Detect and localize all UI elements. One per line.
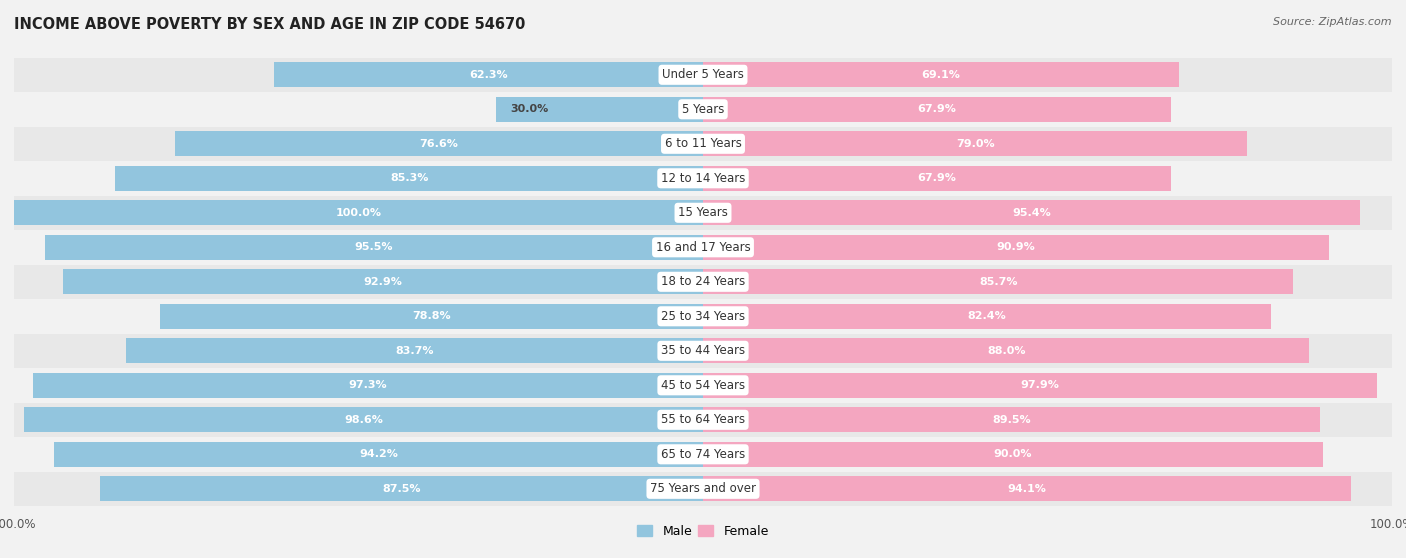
- Text: 30.0%: 30.0%: [510, 104, 548, 114]
- Text: Source: ZipAtlas.com: Source: ZipAtlas.com: [1274, 17, 1392, 27]
- Text: INCOME ABOVE POVERTY BY SEX AND AGE IN ZIP CODE 54670: INCOME ABOVE POVERTY BY SEX AND AGE IN Z…: [14, 17, 526, 32]
- Text: 35 to 44 Years: 35 to 44 Years: [661, 344, 745, 357]
- FancyBboxPatch shape: [14, 437, 1392, 472]
- Text: Under 5 Years: Under 5 Years: [662, 68, 744, 81]
- Bar: [703, 407, 1320, 432]
- Text: 67.9%: 67.9%: [918, 174, 956, 183]
- Text: 100.0%: 100.0%: [336, 208, 381, 218]
- Text: 67.9%: 67.9%: [918, 104, 956, 114]
- Bar: [703, 235, 1329, 259]
- Text: 78.8%: 78.8%: [412, 311, 451, 321]
- Text: 76.6%: 76.6%: [420, 139, 458, 149]
- Text: 89.5%: 89.5%: [993, 415, 1031, 425]
- FancyBboxPatch shape: [14, 472, 1392, 506]
- FancyBboxPatch shape: [14, 334, 1392, 368]
- FancyBboxPatch shape: [14, 195, 1392, 230]
- Text: 94.1%: 94.1%: [1008, 484, 1046, 494]
- Text: 25 to 34 Years: 25 to 34 Years: [661, 310, 745, 323]
- Text: 88.0%: 88.0%: [987, 346, 1025, 356]
- Text: 97.9%: 97.9%: [1021, 381, 1060, 390]
- Bar: [63, 270, 703, 294]
- Bar: [703, 477, 1351, 501]
- FancyBboxPatch shape: [14, 57, 1392, 92]
- Legend: Male, Female: Male, Female: [637, 525, 769, 538]
- Text: 45 to 54 Years: 45 to 54 Years: [661, 379, 745, 392]
- Text: 16 and 17 Years: 16 and 17 Years: [655, 241, 751, 254]
- Text: 69.1%: 69.1%: [921, 70, 960, 80]
- Bar: [115, 166, 703, 191]
- Bar: [45, 235, 703, 259]
- Text: 94.2%: 94.2%: [359, 449, 398, 459]
- Text: 90.0%: 90.0%: [994, 449, 1032, 459]
- Text: 12 to 14 Years: 12 to 14 Years: [661, 172, 745, 185]
- Bar: [274, 62, 703, 87]
- Bar: [703, 338, 1309, 363]
- Bar: [703, 62, 1180, 87]
- FancyBboxPatch shape: [14, 230, 1392, 264]
- Text: 95.4%: 95.4%: [1012, 208, 1052, 218]
- Bar: [496, 97, 703, 122]
- Bar: [703, 304, 1271, 329]
- FancyBboxPatch shape: [14, 161, 1392, 195]
- Bar: [14, 200, 703, 225]
- Text: 83.7%: 83.7%: [395, 346, 434, 356]
- Bar: [703, 270, 1294, 294]
- Bar: [703, 131, 1247, 156]
- Text: 82.4%: 82.4%: [967, 311, 1007, 321]
- Text: 90.9%: 90.9%: [997, 242, 1035, 252]
- Text: 87.5%: 87.5%: [382, 484, 420, 494]
- Bar: [24, 407, 703, 432]
- Text: 97.3%: 97.3%: [349, 381, 387, 390]
- Text: 55 to 64 Years: 55 to 64 Years: [661, 413, 745, 426]
- Text: 98.6%: 98.6%: [344, 415, 382, 425]
- Bar: [127, 338, 703, 363]
- Text: 6 to 11 Years: 6 to 11 Years: [665, 137, 741, 150]
- Bar: [100, 477, 703, 501]
- Bar: [53, 442, 703, 466]
- FancyBboxPatch shape: [14, 127, 1392, 161]
- FancyBboxPatch shape: [14, 92, 1392, 127]
- FancyBboxPatch shape: [14, 264, 1392, 299]
- Bar: [703, 200, 1360, 225]
- Bar: [703, 442, 1323, 466]
- Bar: [703, 166, 1171, 191]
- FancyBboxPatch shape: [14, 299, 1392, 334]
- Bar: [176, 131, 703, 156]
- Bar: [703, 97, 1171, 122]
- Text: 62.3%: 62.3%: [470, 70, 508, 80]
- Text: 5 Years: 5 Years: [682, 103, 724, 116]
- FancyBboxPatch shape: [14, 402, 1392, 437]
- Text: 18 to 24 Years: 18 to 24 Years: [661, 275, 745, 288]
- Text: 85.7%: 85.7%: [979, 277, 1018, 287]
- Text: 65 to 74 Years: 65 to 74 Years: [661, 448, 745, 461]
- Bar: [32, 373, 703, 398]
- Text: 15 Years: 15 Years: [678, 206, 728, 219]
- Text: 92.9%: 92.9%: [364, 277, 402, 287]
- Text: 75 Years and over: 75 Years and over: [650, 482, 756, 496]
- Bar: [703, 373, 1378, 398]
- Bar: [160, 304, 703, 329]
- Text: 79.0%: 79.0%: [956, 139, 994, 149]
- FancyBboxPatch shape: [14, 368, 1392, 402]
- Text: 85.3%: 85.3%: [389, 174, 429, 183]
- Text: 95.5%: 95.5%: [354, 242, 394, 252]
